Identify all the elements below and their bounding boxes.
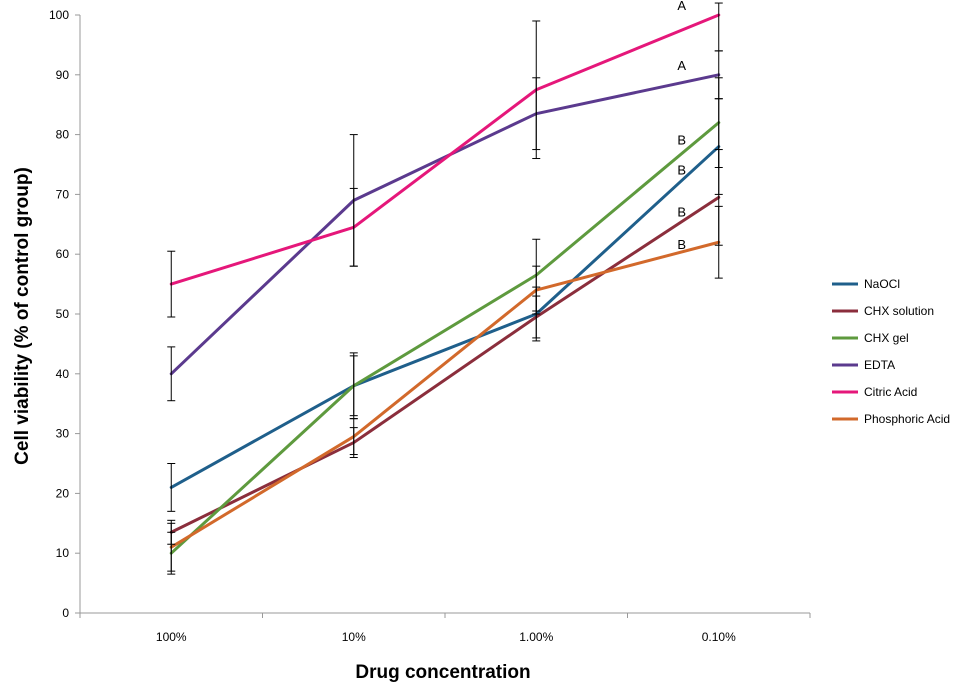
error-bar-phosphoric-acid <box>532 265 541 315</box>
legend-item: CHX gel <box>832 331 909 345</box>
series-line-citric-acid <box>169 13 721 286</box>
error-bar-phosphoric-acid <box>714 205 723 279</box>
error-bar-naocl <box>167 463 176 512</box>
y-tick-label: 50 <box>56 307 70 321</box>
error-bar-citric-acid <box>349 187 358 267</box>
legend-item: CHX solution <box>832 304 934 318</box>
significance-label: B <box>677 133 686 148</box>
series-line-chx-solution <box>169 195 721 534</box>
y-tick-label: 60 <box>56 247 70 261</box>
legend-label: EDTA <box>864 358 895 372</box>
significance-label: A <box>677 0 686 13</box>
legend-item: Citric Acid <box>832 385 917 399</box>
axes: 0 10 20 30 40 50 60 70 80 90 100 100% 10% 1.00% 0.10% <box>49 8 811 644</box>
y-tick-label: 100 <box>49 8 69 22</box>
legend-label: Citric Acid <box>864 385 917 399</box>
x-axis-title: Drug concentration <box>355 662 530 682</box>
legend-item: NaOCl <box>832 277 900 291</box>
significance-label: A <box>677 58 686 73</box>
significance-label: B <box>677 162 686 177</box>
error-bar-citric-acid <box>167 250 176 318</box>
legend-label: CHX gel <box>864 331 909 345</box>
x-tick-label: 100% <box>156 630 187 644</box>
legend-label: CHX solution <box>864 304 934 318</box>
y-tick-label: 70 <box>56 187 70 201</box>
error-bar-edta <box>167 346 176 402</box>
series-lines <box>169 13 721 555</box>
series-line-phosphoric-acid <box>169 240 721 549</box>
y-tick-label: 90 <box>56 68 70 82</box>
y-tick-label: 30 <box>56 427 70 441</box>
series-line-chx-gel <box>169 121 721 555</box>
legend-label: Phosphoric Acid <box>864 412 950 426</box>
significance-label: B <box>677 237 686 252</box>
error-bar-phosphoric-acid <box>167 522 176 572</box>
y-tick-label: 10 <box>56 546 70 560</box>
error-bars <box>167 2 723 575</box>
y-tick-label: 20 <box>56 486 70 500</box>
legend-item: Phosphoric Acid <box>832 412 950 426</box>
error-bar-citric-acid <box>532 20 541 160</box>
legend-item: EDTA <box>832 358 895 372</box>
y-tick-label: 80 <box>56 128 70 142</box>
x-tick-label: 10% <box>342 630 366 644</box>
x-tick-label: 0.10% <box>702 630 736 644</box>
x-tick-label: 1.00% <box>519 630 553 644</box>
series-line-naocl <box>169 145 721 489</box>
legend-label: NaOCl <box>864 277 900 291</box>
y-tick-label: 0 <box>62 606 69 620</box>
significance-label: B <box>677 204 686 219</box>
y-tick-label: 40 <box>56 367 70 381</box>
legend: NaOCl CHX solution CHX gel EDTA Citric Acid P… <box>832 277 950 426</box>
y-axis-title: Cell viability (% of control group) <box>12 167 33 465</box>
error-bar-phosphoric-acid <box>349 418 358 456</box>
error-bar-citric-acid <box>714 2 723 52</box>
